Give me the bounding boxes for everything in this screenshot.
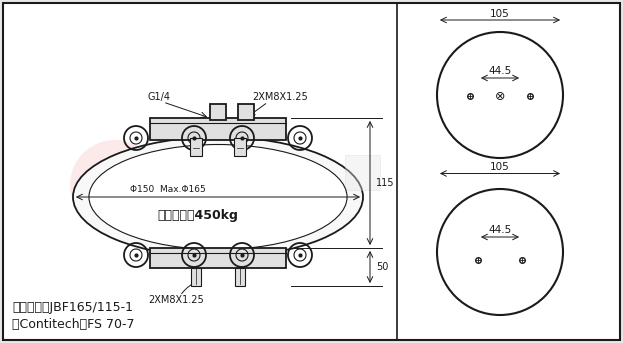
Ellipse shape — [73, 137, 363, 257]
Bar — [191, 268, 201, 286]
Text: Φ150  Max.Φ165: Φ150 Max.Φ165 — [130, 185, 206, 193]
Text: 44.5: 44.5 — [488, 66, 511, 76]
Text: 對Contitech：FS 70-7: 對Contitech：FS 70-7 — [12, 319, 135, 331]
Bar — [235, 268, 245, 286]
Bar — [210, 104, 226, 120]
Circle shape — [70, 140, 160, 230]
Text: G1/4: G1/4 — [148, 92, 171, 102]
Text: 联系方式：021-6155-1911，QQ：1516483116: 联系方式：021-6155-1911，QQ：1516483116 — [145, 194, 285, 200]
Text: 50: 50 — [376, 262, 388, 272]
Text: SONGXIA SHOCK ABSORBER CO.,LTD: SONGXIA SHOCK ABSORBER CO.,LTD — [150, 177, 290, 187]
Bar — [234, 138, 246, 156]
Bar — [150, 118, 286, 140]
Text: 上海松夏震需有限公司: 上海松夏震需有限公司 — [183, 162, 257, 175]
Text: 2XM8X1.25: 2XM8X1.25 — [252, 92, 308, 102]
Bar — [238, 104, 254, 120]
Circle shape — [437, 32, 563, 158]
Circle shape — [437, 189, 563, 315]
Text: 最大承載：450kg: 最大承載：450kg — [158, 209, 239, 222]
Text: 2XM8X1.25: 2XM8X1.25 — [148, 295, 204, 305]
Text: 105: 105 — [490, 162, 510, 172]
Ellipse shape — [89, 144, 347, 249]
Bar — [150, 248, 286, 268]
Bar — [345, 155, 380, 190]
Text: 44.5: 44.5 — [488, 225, 511, 235]
Text: 115: 115 — [376, 178, 394, 188]
Bar — [190, 138, 202, 156]
Text: 产品型号：JBF165/115-1: 产品型号：JBF165/115-1 — [12, 301, 133, 315]
Text: 105: 105 — [490, 9, 510, 19]
Text: ⊗: ⊗ — [495, 90, 505, 103]
